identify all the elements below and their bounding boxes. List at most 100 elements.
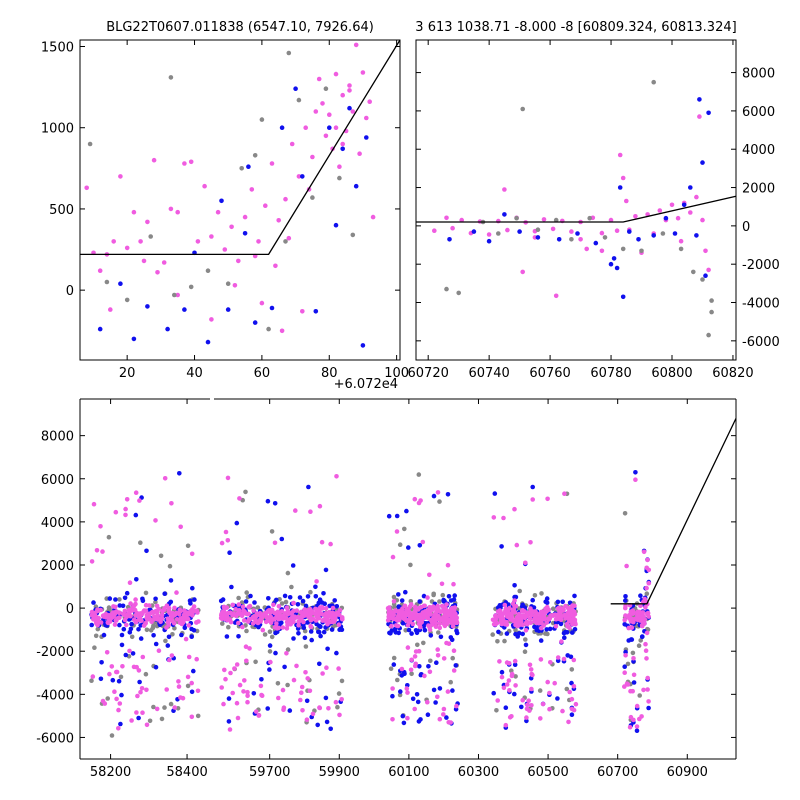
data-point — [456, 290, 462, 296]
data-point — [304, 717, 310, 722]
data-point — [402, 526, 407, 532]
data-point — [339, 627, 345, 632]
data-point — [560, 599, 565, 605]
data-point — [367, 99, 373, 104]
data-point — [448, 679, 454, 685]
x-tick-label: 60500 — [527, 765, 568, 780]
data-point — [540, 701, 546, 707]
data-point — [151, 157, 157, 163]
data-point — [327, 619, 333, 625]
data-point — [174, 590, 179, 595]
data-point — [265, 608, 271, 614]
data-point — [245, 611, 251, 617]
data-point — [428, 612, 434, 617]
data-point — [117, 701, 123, 706]
data-point — [631, 672, 637, 678]
data-point — [169, 501, 174, 506]
data-point — [118, 721, 123, 727]
data-point — [505, 227, 510, 233]
data-point — [441, 609, 447, 614]
data-point — [587, 215, 592, 221]
data-point — [564, 686, 570, 692]
data-point — [388, 666, 394, 671]
data-point — [403, 613, 408, 619]
data-point — [133, 490, 139, 496]
data-point — [445, 689, 451, 694]
data-point — [560, 606, 565, 611]
data-point — [318, 633, 323, 639]
data-point — [330, 605, 336, 611]
data-point — [116, 678, 122, 684]
data-point — [183, 636, 189, 642]
data-point — [116, 707, 121, 713]
data-point — [237, 496, 242, 501]
data-point — [528, 667, 534, 672]
data-point — [163, 638, 168, 644]
data-point — [640, 634, 645, 639]
data-point — [164, 687, 169, 692]
data-point — [520, 631, 525, 637]
data-point — [504, 622, 510, 627]
data-point — [700, 277, 705, 282]
data-point — [158, 553, 164, 559]
data-point — [309, 637, 315, 643]
data-point — [611, 256, 617, 261]
data-point — [162, 705, 167, 710]
data-point — [547, 690, 552, 696]
data-point — [337, 712, 342, 718]
data-point — [300, 309, 305, 314]
data-point — [559, 639, 564, 644]
data-point — [279, 328, 285, 334]
data-point — [119, 642, 125, 648]
data-point — [330, 610, 335, 616]
data-point — [562, 635, 567, 640]
data-point — [339, 678, 345, 684]
data-point — [414, 692, 420, 697]
data-point — [706, 267, 711, 273]
data-point — [94, 608, 100, 614]
data-point — [242, 678, 247, 683]
data-point — [390, 693, 395, 699]
data-point — [253, 659, 258, 665]
data-point — [553, 293, 559, 299]
data-point — [119, 692, 124, 698]
data-point — [196, 619, 201, 624]
data-point — [284, 626, 290, 631]
data-point — [87, 141, 93, 147]
data-point — [404, 508, 409, 514]
data-point — [269, 607, 275, 613]
data-point — [165, 616, 171, 621]
data-point — [195, 610, 200, 615]
data-point — [186, 654, 192, 660]
data-point — [171, 620, 177, 626]
data-point — [262, 632, 268, 637]
data-point — [497, 659, 502, 664]
data-point — [421, 624, 427, 629]
data-point — [326, 706, 331, 711]
data-point — [568, 654, 574, 660]
data-point — [225, 475, 231, 481]
data-point — [417, 664, 422, 669]
data-point — [437, 499, 442, 504]
data-point — [297, 595, 303, 600]
data-point — [639, 248, 644, 254]
data-point — [502, 212, 507, 217]
data-point — [417, 599, 423, 604]
data-point — [122, 595, 128, 601]
data-point — [573, 701, 579, 707]
data-point — [104, 279, 110, 285]
data-point — [316, 629, 321, 635]
data-point — [357, 151, 362, 156]
data-point — [303, 670, 308, 675]
data-point — [225, 281, 231, 287]
data-point — [552, 612, 558, 617]
data-point — [514, 542, 520, 548]
data-point — [523, 637, 528, 642]
data-points — [84, 42, 376, 348]
data-point — [252, 320, 258, 325]
data-point — [314, 621, 319, 627]
plot-frame — [415, 39, 737, 361]
data-point — [510, 618, 516, 623]
data-point — [506, 678, 512, 683]
data-point — [176, 684, 182, 689]
